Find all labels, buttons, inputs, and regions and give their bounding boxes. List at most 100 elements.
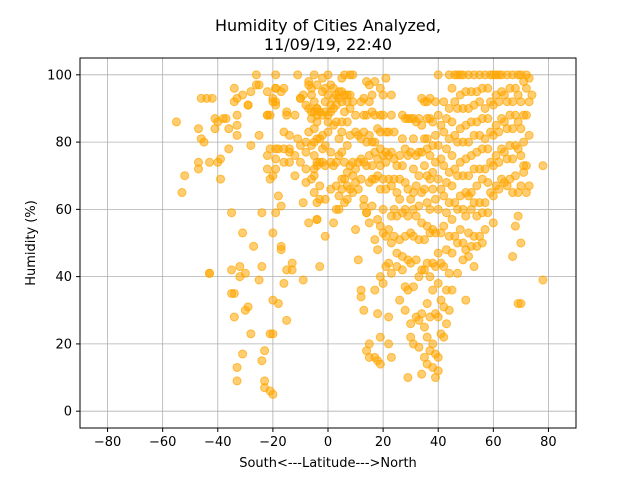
data-point	[403, 211, 413, 221]
data-point	[430, 97, 440, 107]
data-point	[375, 332, 385, 342]
data-point	[516, 299, 526, 309]
data-point	[373, 245, 383, 255]
data-point	[254, 275, 264, 285]
data-point	[320, 140, 330, 150]
data-point	[464, 137, 474, 147]
data-point	[271, 164, 281, 174]
plot-frame	[79, 57, 577, 429]
x-tick-label: −20	[259, 435, 286, 450]
data-point	[480, 164, 490, 174]
data-point	[439, 191, 449, 201]
data-point	[425, 151, 435, 161]
data-point	[516, 181, 526, 191]
data-point	[447, 248, 457, 258]
data-point	[373, 309, 383, 319]
data-point	[279, 83, 289, 93]
data-point	[428, 285, 438, 295]
data-point	[273, 191, 283, 201]
data-point	[453, 268, 463, 278]
data-point	[386, 268, 396, 278]
data-point	[428, 339, 438, 349]
data-point	[389, 127, 399, 137]
data-point	[386, 90, 396, 100]
data-point	[433, 366, 443, 376]
data-point	[312, 214, 322, 224]
data-point	[480, 103, 490, 113]
data-point	[323, 127, 333, 137]
data-point	[342, 140, 352, 150]
y-tick-label: 60	[55, 203, 72, 218]
data-point	[419, 161, 429, 171]
data-point	[524, 73, 534, 83]
data-point	[224, 144, 234, 154]
data-point	[428, 167, 438, 177]
data-point	[254, 80, 264, 90]
data-point	[262, 164, 272, 174]
data-point	[298, 198, 308, 208]
data-point	[441, 208, 451, 218]
data-point	[229, 83, 239, 93]
data-point	[301, 164, 311, 174]
data-point	[370, 285, 380, 295]
x-tick-label: −40	[204, 435, 231, 450]
data-point	[240, 268, 250, 278]
data-point	[483, 177, 493, 187]
data-point	[408, 164, 418, 174]
data-point	[265, 110, 275, 120]
x-tick-label: 20	[375, 435, 392, 450]
data-point	[229, 312, 239, 322]
data-point	[268, 228, 278, 238]
data-point	[378, 278, 388, 288]
data-point	[516, 124, 526, 134]
data-point	[229, 288, 239, 298]
data-point	[516, 151, 526, 161]
data-point	[521, 161, 531, 171]
data-point	[326, 147, 336, 157]
data-point	[524, 181, 534, 191]
data-point	[260, 346, 270, 356]
data-point	[367, 201, 377, 211]
data-point	[367, 90, 377, 100]
data-point	[433, 278, 443, 288]
data-point	[433, 312, 443, 322]
data-point	[334, 204, 344, 214]
data-point	[508, 97, 518, 107]
data-point	[378, 90, 388, 100]
data-point	[417, 120, 427, 130]
data-point	[284, 157, 294, 167]
data-point	[370, 77, 380, 87]
y-tick-label: 80	[55, 136, 72, 151]
data-point	[359, 305, 369, 315]
data-point	[271, 154, 281, 164]
y-tick-label: 40	[55, 270, 72, 285]
x-tick-label: 40	[430, 435, 447, 450]
data-point	[519, 137, 529, 147]
data-point	[298, 90, 308, 100]
data-point	[284, 130, 294, 140]
data-point	[439, 97, 449, 107]
data-point	[315, 262, 325, 272]
x-tick-label: 60	[485, 435, 502, 450]
data-point	[238, 228, 248, 238]
data-point	[304, 218, 314, 228]
data-point	[276, 245, 286, 255]
data-point	[480, 198, 490, 208]
data-point	[397, 134, 407, 144]
data-point	[205, 268, 215, 278]
data-point	[400, 305, 410, 315]
data-point	[298, 275, 308, 285]
data-point	[257, 208, 267, 218]
data-point	[508, 251, 518, 261]
y-tick-label: 100	[47, 68, 72, 83]
data-point	[439, 332, 449, 342]
data-point	[295, 157, 305, 167]
data-point	[337, 127, 347, 137]
data-point	[353, 255, 363, 265]
data-point	[232, 376, 242, 386]
data-point	[227, 265, 237, 275]
data-point	[510, 221, 520, 231]
data-point	[408, 134, 418, 144]
data-point	[414, 171, 424, 181]
data-point	[309, 171, 319, 181]
